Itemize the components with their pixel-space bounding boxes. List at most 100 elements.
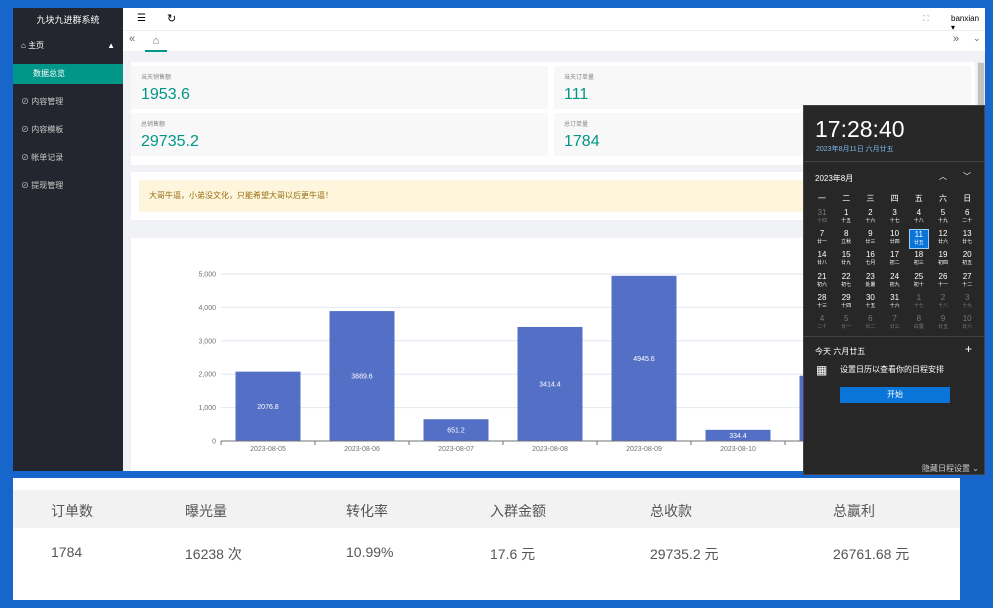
month[interactable]: 2023年8月 <box>815 174 854 183</box>
day-cell[interactable]: 13 廿七 <box>957 229 977 249</box>
lunar-day: 初三 <box>913 260 924 267</box>
day-cell[interactable]: 22 初七 <box>836 272 856 292</box>
table-header-cell: 入群金额 <box>490 503 546 519</box>
day-cell[interactable]: 8 白露 <box>909 314 929 334</box>
day-number: 31 <box>890 292 900 302</box>
day-number: 20 <box>962 250 972 260</box>
next-month[interactable]: ﹀ <box>963 172 971 181</box>
day-cell[interactable]: 24 初九 <box>885 272 905 292</box>
day-cell[interactable]: 1 十七 <box>909 293 929 313</box>
day-cell[interactable]: 3 十九 <box>957 293 977 313</box>
bar[interactable] <box>423 419 489 441</box>
fullscreen[interactable]: ⛶ <box>923 14 929 23</box>
bar[interactable] <box>611 275 677 441</box>
table-header-cell: 曝光量 <box>185 503 227 519</box>
day-cell[interactable]: 10 廿六 <box>957 314 977 334</box>
day-cell[interactable]: 30 十五 <box>860 293 880 313</box>
day-cell[interactable]: 5 十九 <box>933 208 953 228</box>
day-cell[interactable]: 5 廿一 <box>836 314 856 334</box>
lunar-day: 廿五 <box>913 240 924 247</box>
start-button[interactable]: 开始 <box>840 387 950 403</box>
scroll-thumb[interactable] <box>978 63 984 123</box>
menu-item[interactable]: ⊘ 提现管理 <box>21 181 64 190</box>
day-cell[interactable]: 20 初五 <box>957 250 977 270</box>
menu-toggle[interactable]: ☰ <box>137 13 146 24</box>
tab-prev[interactable]: « <box>129 33 136 45</box>
table-header-cell: 转化率 <box>346 503 388 519</box>
day-cell[interactable]: 16 七月 <box>860 250 880 270</box>
day-cell[interactable]: 3 十七 <box>885 208 905 228</box>
user-name: banxian <box>951 14 980 23</box>
lunar-day: 十九 <box>937 218 948 224</box>
tab-more[interactable]: ⌄ <box>973 33 981 43</box>
clock: 17:28:40 <box>815 116 905 142</box>
table-cell: 29735.2 元 <box>650 546 719 562</box>
home-tab[interactable]: ⌂ <box>145 31 167 52</box>
stat-card: 总销售额 29735.2 <box>131 113 548 156</box>
day-cell[interactable]: 9 廿五 <box>933 314 953 334</box>
stat-label: 总销售额 <box>141 122 166 128</box>
menu-item[interactable]: ⊘ 内容管理 <box>21 97 64 106</box>
day-cell[interactable]: 29 十四 <box>836 293 856 313</box>
day-cell[interactable]: 1 十五 <box>836 208 856 228</box>
menu-item[interactable]: ⊘ 帐单记录 <box>21 153 64 162</box>
lunar-day: 十一 <box>937 281 948 288</box>
day-cell[interactable]: 9 廿三 <box>860 229 880 249</box>
add-event[interactable]: + <box>965 342 973 356</box>
day-cell[interactable]: 27 十二 <box>957 272 977 292</box>
prev-month[interactable]: ︿ <box>939 172 947 181</box>
day-cell[interactable]: 21 初六 <box>812 272 832 292</box>
day-cell[interactable]: 26 十一 <box>933 272 953 292</box>
bar[interactable] <box>705 429 771 441</box>
y-tick-label: 3,000 <box>198 338 216 345</box>
lunar-day: 初六 <box>816 281 827 288</box>
date[interactable]: 2023年8月11日 六月廿五 <box>816 146 894 153</box>
x-tick-label: 2023-08-05 <box>250 446 286 453</box>
table-cell: 16238 次 <box>185 546 242 562</box>
bar[interactable] <box>517 326 583 441</box>
lunar-day: 十六 <box>889 302 900 309</box>
menu-item-active[interactable]: 数据总览 <box>13 64 123 84</box>
day-number: 7 <box>819 229 825 239</box>
day-cell[interactable]: 6 廿二 <box>860 314 880 334</box>
day-cell[interactable]: 2 十六 <box>860 208 880 228</box>
refresh[interactable]: ↻ <box>167 13 177 25</box>
day-cell[interactable]: 18 初三 <box>909 250 929 270</box>
day-cell[interactable]: 19 初四 <box>933 250 953 270</box>
day-cell[interactable]: 14 廿八 <box>812 250 832 270</box>
y-tick-label: 1,000 <box>198 405 216 412</box>
day-cell[interactable]: 15 廿九 <box>836 250 856 270</box>
day-number: 2 <box>940 292 946 302</box>
bar[interactable] <box>329 311 395 441</box>
day-cell[interactable]: 17 初二 <box>885 250 905 270</box>
day-number: 17 <box>890 250 900 260</box>
x-tick-label: 2023-08-10 <box>720 446 756 453</box>
day-cell[interactable]: 11 廿五 <box>908 229 929 250</box>
day-number: 25 <box>914 271 924 281</box>
day-cell[interactable]: 8 立秋 <box>836 229 856 249</box>
day-cell[interactable]: 2 十八 <box>933 293 953 313</box>
day-cell[interactable]: 7 廿一 <box>812 229 832 249</box>
day-cell[interactable]: 31 十四 <box>812 208 832 228</box>
menu-item[interactable]: ⊘ 内容模板 <box>21 125 64 134</box>
user-menu[interactable]: banxian ▾ <box>951 14 980 32</box>
lunar-day: 十三 <box>816 302 827 309</box>
day-cell[interactable]: 31 十六 <box>885 293 905 313</box>
day-cell[interactable]: 12 廿六 <box>933 229 953 249</box>
table-cell: 26761.68 元 <box>833 546 910 562</box>
day-cell[interactable]: 23 处暑 <box>860 272 880 292</box>
day-cell[interactable]: 4 十八 <box>909 208 929 228</box>
day-cell[interactable]: 28 十三 <box>812 293 832 313</box>
day-cell[interactable]: 10 廿四 <box>885 229 905 249</box>
hide-schedule[interactable]: 隐藏日程设置 ⌄ <box>922 464 979 473</box>
day-cell[interactable]: 7 廿三 <box>885 314 905 334</box>
bar[interactable] <box>235 371 301 441</box>
y-tick-label: 0 <box>212 439 216 446</box>
menu-text: 内容管理 <box>31 97 64 106</box>
day-cell[interactable]: 6 二十 <box>957 208 977 228</box>
day-cell[interactable]: 25 初十 <box>909 272 929 292</box>
tab-next[interactable]: » <box>953 33 960 45</box>
menu-home[interactable]: ⌂ 主页 ▲ <box>21 41 115 50</box>
value-label: 4945.6 <box>633 356 655 363</box>
day-cell[interactable]: 4 二十 <box>812 314 832 334</box>
